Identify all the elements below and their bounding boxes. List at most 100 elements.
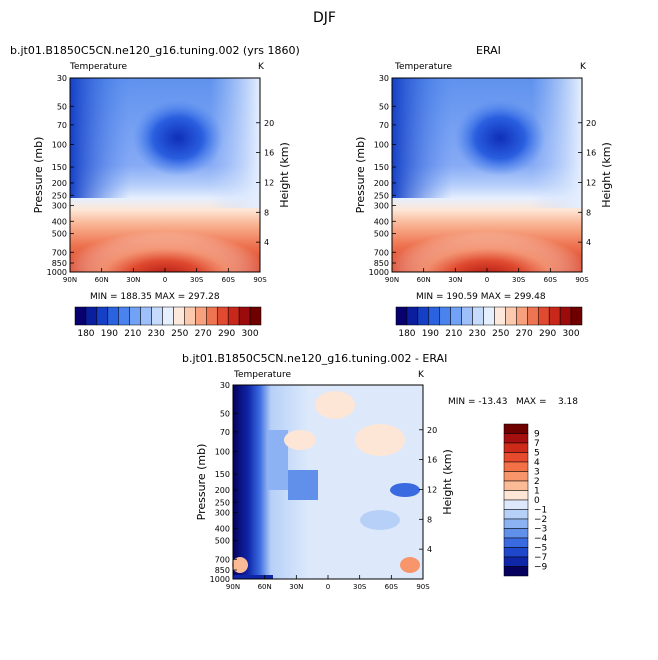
pressure-tick-label: 400 — [374, 217, 389, 226]
colorbar-swatch — [118, 306, 130, 326]
colorbar-swatch — [503, 566, 529, 577]
colorbar-label: 210 — [124, 329, 141, 339]
height-tick-label: 4 — [586, 238, 591, 247]
pressure-tick-label: 700 — [52, 248, 67, 257]
pressure-tick-label: 300 — [52, 201, 67, 210]
colorbar-label: 180 — [77, 329, 94, 339]
panel-model-stats: MIN = 188.35 MAX = 297.28 — [90, 292, 220, 302]
colorbar-swatch — [140, 306, 152, 326]
colorbar-swatch — [96, 306, 109, 326]
colorbar-swatch — [503, 442, 529, 453]
pressure-tick-label: 850 — [374, 259, 389, 268]
pressure-tick-label: 250 — [215, 498, 230, 507]
colorbar-swatch — [503, 518, 529, 529]
pressure-tick-label: 700 — [215, 555, 230, 564]
colorbar-swatch — [503, 471, 529, 482]
colorbar-swatch — [516, 306, 528, 326]
pressure-tick-label: 250 — [52, 191, 67, 200]
colorbar-label: 9 — [534, 430, 540, 440]
panel-diff-variable: Temperature — [234, 370, 292, 380]
colorbar-swatch — [494, 306, 506, 326]
lat-tick-label: 90N — [63, 276, 77, 284]
colorbar-swatch — [503, 461, 529, 472]
colorbar-label: −1 — [534, 506, 547, 516]
colorbar-swatch — [537, 306, 550, 326]
panel-diff-stats: MIN = -13.43 MAX = 3.18 — [448, 397, 578, 407]
colorbar-swatch — [249, 306, 262, 326]
colorbar-label: 270 — [195, 329, 212, 339]
colorbar-swatch — [505, 306, 517, 326]
colorbar-swatch — [395, 306, 408, 326]
colorbar-swatch — [548, 306, 561, 326]
colorbar-label: 2 — [534, 477, 540, 487]
colorbar-swatch — [570, 306, 583, 326]
colorbar-label: −5 — [534, 544, 547, 554]
colorbar-swatch — [461, 306, 473, 326]
pressure-tick-label: 400 — [52, 217, 67, 226]
colorbar-label: 300 — [562, 329, 579, 339]
colorbar-swatch — [503, 452, 529, 463]
pressure-tick-label: 200 — [374, 179, 389, 188]
axis-ticks-layer: 3050701001502002503004005007008501000201… — [32, 74, 613, 591]
colorbar-label: 5 — [534, 449, 540, 459]
colorbar-swatch — [527, 306, 539, 326]
colorbar-label: 270 — [516, 329, 533, 339]
height-tick-label: 20 — [264, 119, 274, 128]
colorbar-swatch — [503, 490, 529, 501]
colorbar-swatch — [173, 306, 185, 326]
colorbar-swatch — [74, 306, 87, 326]
height-tick-label: 12 — [427, 485, 437, 494]
lat-tick-label: 60N — [417, 276, 431, 284]
height-axis-title: Height (km) — [600, 142, 613, 208]
panel-model-variable: Temperature — [70, 62, 128, 72]
colorbar-swatch — [503, 499, 529, 510]
colorbar-swatch — [227, 306, 240, 326]
colorbar-swatch — [151, 306, 163, 326]
height-tick-label: 4 — [427, 545, 432, 554]
pressure-tick-label: 50 — [220, 409, 230, 418]
lat-tick-label: 0 — [326, 583, 330, 591]
colorbar-swatch — [428, 306, 441, 326]
lat-tick-label: 60S — [222, 276, 236, 284]
colorbar-swatch — [107, 306, 120, 326]
panel-model-header: b.jt01.B1850C5CN.ne120_g16.tuning.002 (y… — [10, 44, 300, 57]
lat-tick-label: 90N — [226, 583, 240, 591]
colorbar-swatch — [406, 306, 419, 326]
colorbar-label: 1 — [534, 487, 540, 497]
colorbar-swatch — [206, 306, 218, 326]
height-tick-label: 20 — [427, 426, 437, 435]
colorbar-label: 230 — [469, 329, 486, 339]
colorbar-label: 230 — [148, 329, 165, 339]
lat-tick-label: 60N — [258, 583, 272, 591]
panel-obs-header: ERAI — [476, 44, 501, 57]
colorbar-swatch — [238, 306, 251, 326]
colorbar-swatch — [503, 433, 529, 444]
colorbar-swatch — [503, 423, 529, 434]
pressure-tick-label: 1000 — [47, 268, 67, 277]
panel-obs-stats: MIN = 190.59 MAX = 299.48 — [416, 292, 546, 302]
colorbar-swatch — [162, 306, 174, 326]
lat-tick-label: 90N — [385, 276, 399, 284]
lat-tick-label: 30S — [190, 276, 204, 284]
height-tick-label: 8 — [264, 208, 269, 217]
lat-tick-label: 90S — [253, 276, 267, 284]
lat-tick-label: 30N — [289, 583, 303, 591]
height-tick-label: 20 — [586, 119, 596, 128]
pressure-tick-label: 30 — [379, 74, 389, 83]
colorbar-label: 4 — [534, 458, 540, 468]
colorbar-swatch — [503, 528, 529, 539]
colorbar-swatch — [85, 306, 98, 326]
colorbar-swatch — [503, 547, 529, 558]
colorbar-label: −3 — [534, 525, 547, 535]
lat-tick-label: 30N — [448, 276, 462, 284]
colorbar-swatch — [503, 537, 529, 548]
height-tick-label: 8 — [427, 515, 432, 524]
height-tick-label: 16 — [427, 456, 437, 465]
colorbar-swatch — [417, 306, 430, 326]
lat-tick-label: 60S — [385, 583, 399, 591]
colorbar-label: 190 — [422, 329, 439, 339]
colorbar-swatch — [450, 306, 462, 326]
lat-tick-label: 60S — [544, 276, 558, 284]
pressure-tick-label: 150 — [52, 163, 67, 172]
height-axis-title: Height (km) — [441, 449, 454, 515]
